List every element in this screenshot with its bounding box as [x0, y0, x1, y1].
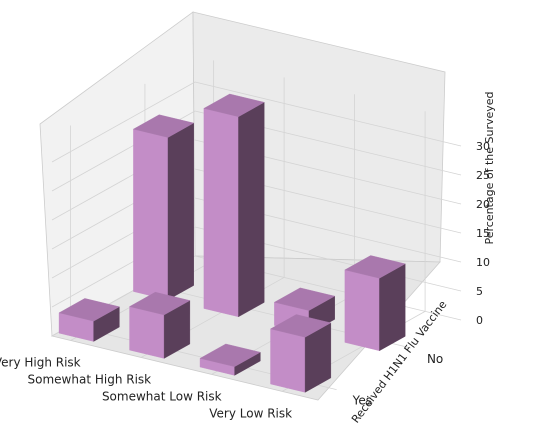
bar [58, 298, 120, 342]
y-tick-label: No [427, 352, 443, 366]
bar-front-face [203, 108, 239, 318]
bar-top-face [273, 287, 336, 311]
x-tick-label: Somewhat Low Risk [102, 389, 222, 403]
bar-top-face [132, 114, 195, 138]
tick-labels: Very High Risk Somewhat High Risk Somewhat… [0, 140, 490, 420]
grid-line-z [194, 81, 462, 147]
z-tick-label: 0 [476, 314, 483, 327]
y-tick-label: Yes [352, 394, 372, 408]
x-tick-label: Very Low Risk [209, 406, 292, 420]
bar-front-face [270, 328, 306, 393]
bar-top-face [58, 298, 120, 322]
bar-side-face [379, 263, 406, 352]
bar [128, 291, 191, 359]
z-tick-label: 30 [476, 140, 490, 153]
bar-top-face [344, 255, 406, 279]
z-tick-label: 15 [476, 227, 490, 240]
bar-front-face [344, 269, 380, 351]
bar-front-face [133, 128, 169, 301]
z-axis-label: Percentage of the Surveyed [483, 91, 496, 244]
bars [58, 93, 406, 393]
bar-side-face [238, 101, 265, 318]
bar-top-face [199, 343, 261, 367]
z-tick-label: 10 [476, 256, 490, 269]
bar [344, 255, 406, 352]
bar-side-face [167, 122, 194, 301]
bar-top-face [203, 93, 265, 117]
z-tick-label: 5 [476, 285, 483, 298]
bar [199, 343, 261, 376]
x-tick-label: Somewhat High Risk [28, 372, 152, 386]
bar-front-face [129, 306, 165, 359]
z-tick-label: 25 [476, 169, 490, 182]
bar [132, 114, 195, 301]
bar [269, 314, 332, 393]
bar-top-face [269, 314, 332, 338]
bar [203, 93, 265, 318]
bar-top-face [128, 291, 191, 316]
grid-line-z [51, 81, 196, 163]
x-tick-label: Very High Risk [0, 355, 81, 369]
z-tick-label: 20 [476, 198, 490, 211]
